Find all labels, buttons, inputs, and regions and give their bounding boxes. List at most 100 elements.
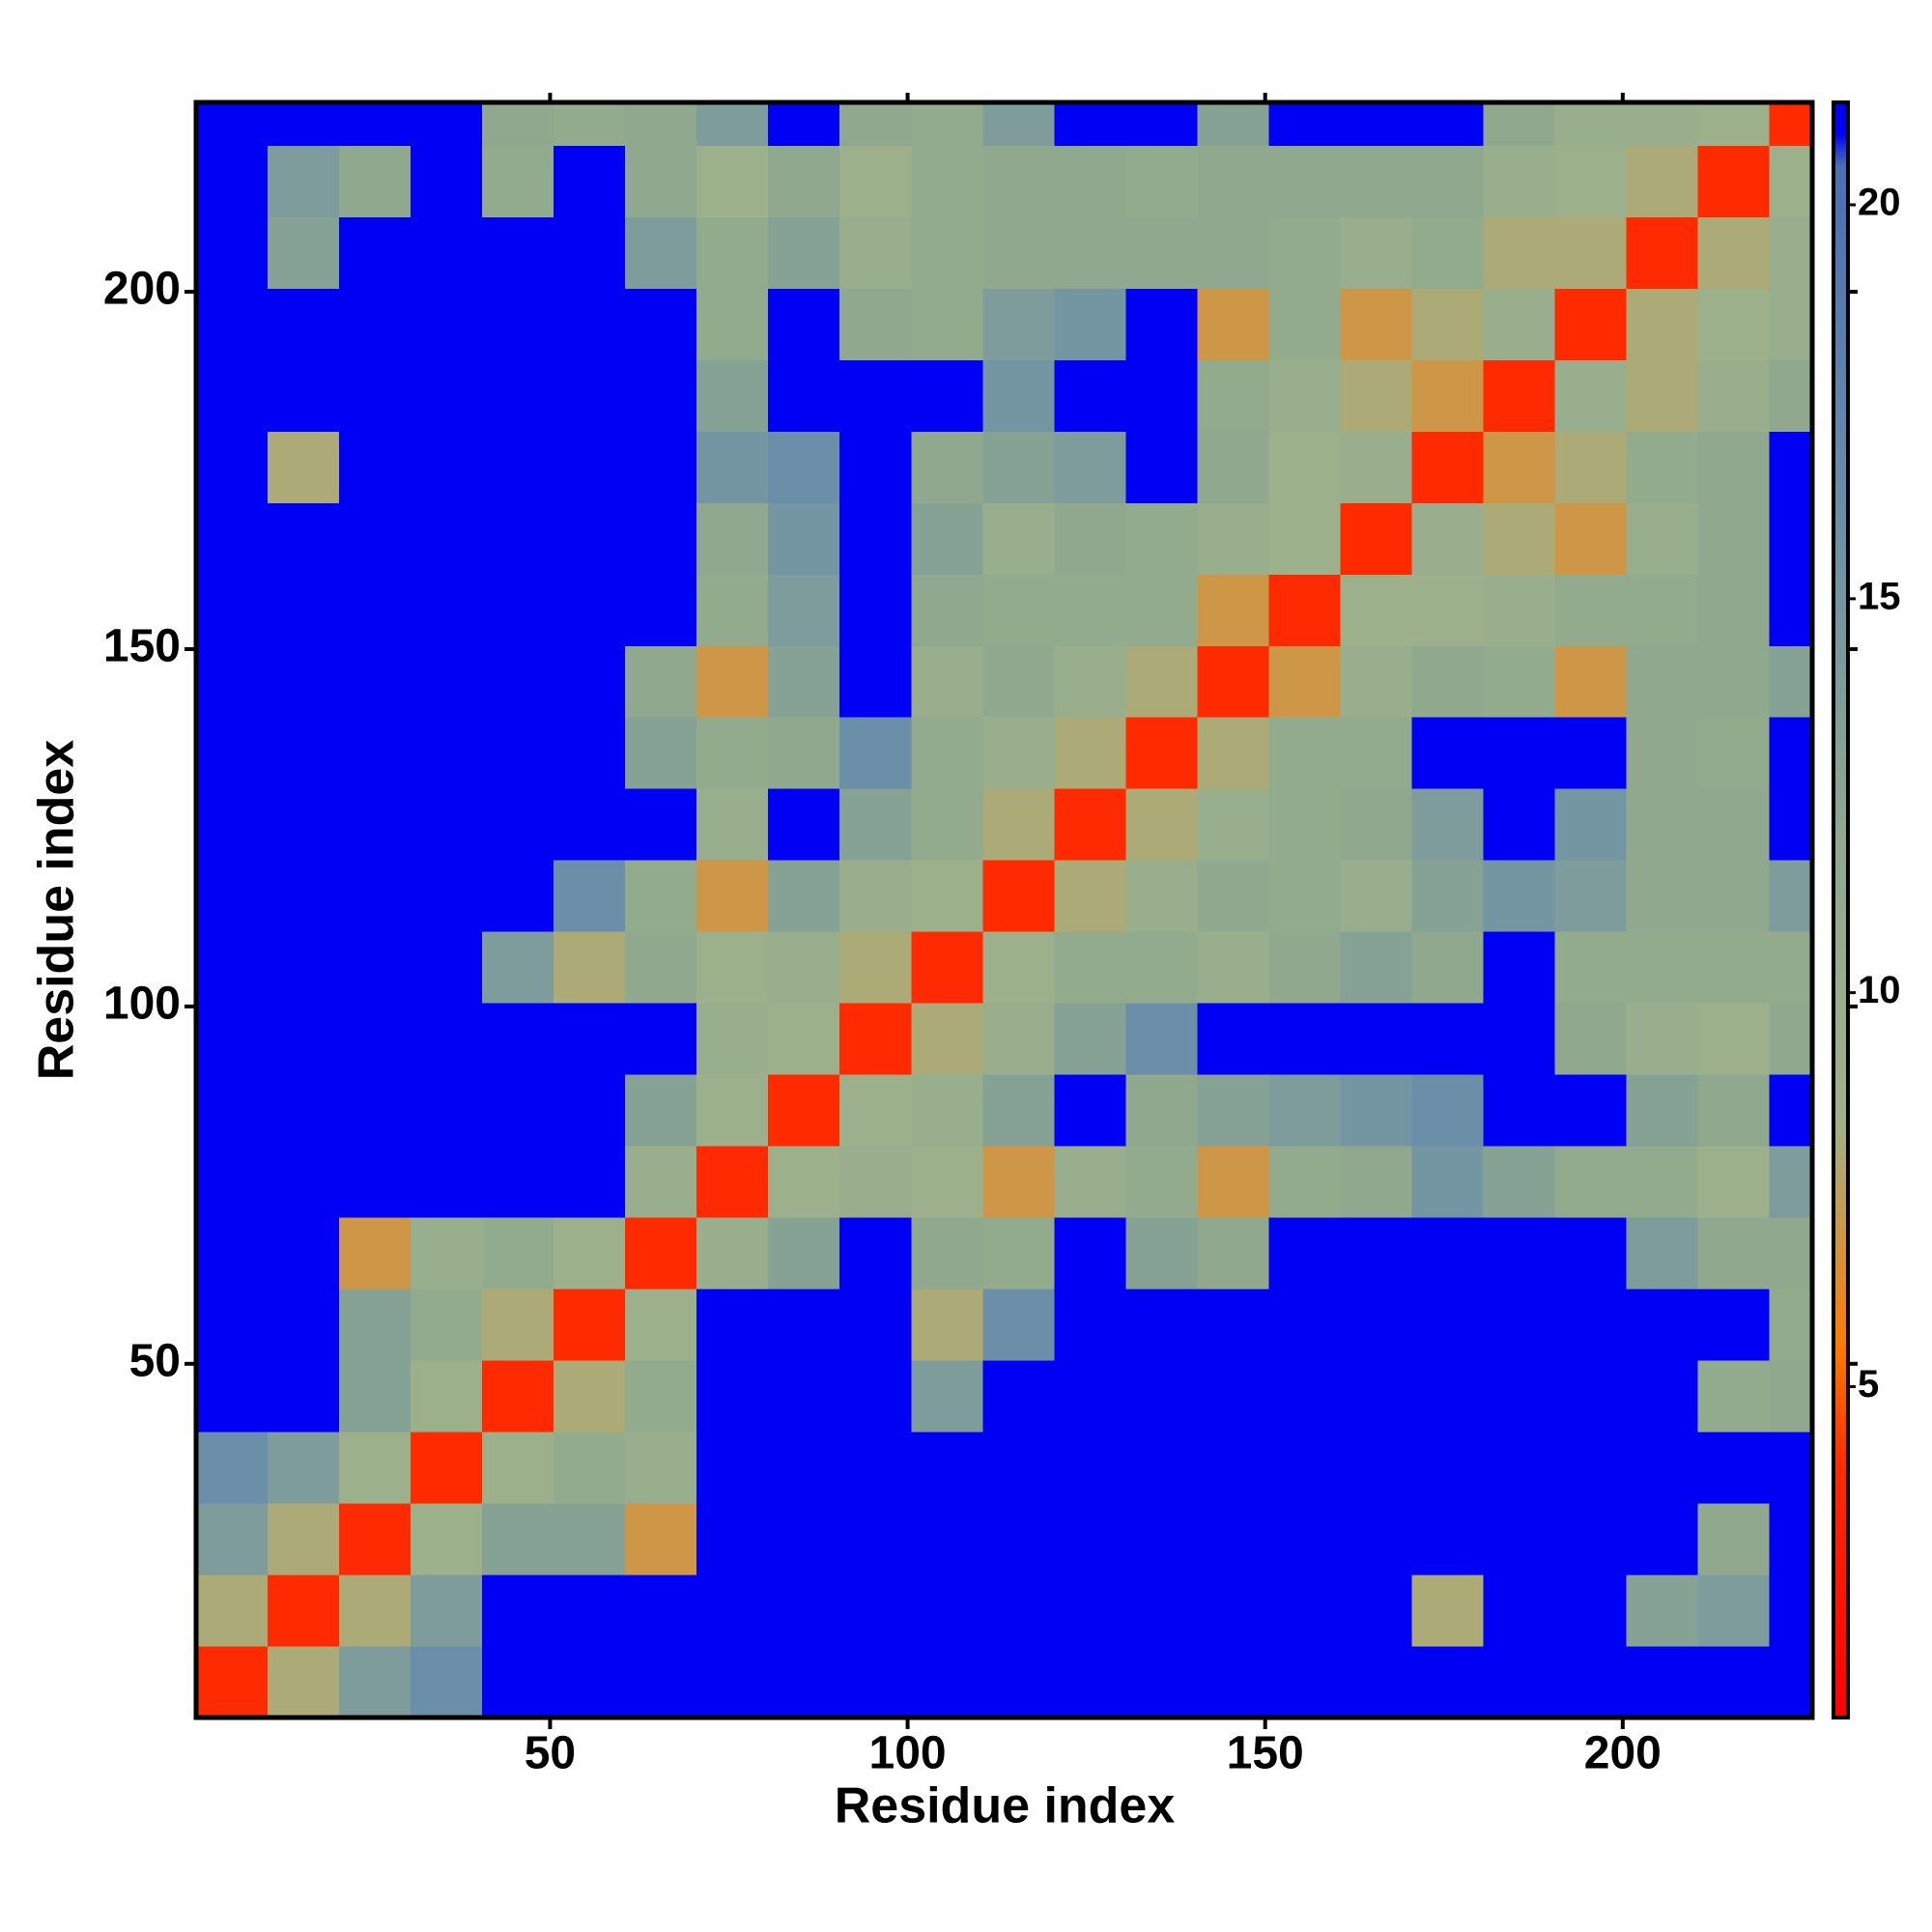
heatmap-cell bbox=[1554, 1503, 1628, 1576]
heatmap-cell bbox=[1554, 1217, 1628, 1290]
heatmap-cell bbox=[625, 931, 697, 1004]
heatmap-cell bbox=[1054, 860, 1126, 932]
heatmap-cell bbox=[1268, 216, 1341, 289]
heatmap-cell bbox=[1411, 502, 1484, 575]
heatmap-cell bbox=[482, 359, 554, 432]
colorbar-tick-label: 5 bbox=[1858, 1363, 1879, 1406]
heatmap-cell bbox=[339, 1432, 412, 1504]
heatmap-cell bbox=[1054, 1074, 1126, 1147]
heatmap-cell bbox=[482, 288, 554, 360]
y-tick-label: 150 bbox=[103, 621, 181, 672]
heatmap-cell bbox=[1769, 1146, 1813, 1218]
heatmap-cell bbox=[268, 216, 340, 289]
heatmap-cell bbox=[268, 574, 340, 646]
heatmap-cell bbox=[696, 931, 769, 1004]
heatmap-cell bbox=[625, 860, 697, 932]
heatmap-cell bbox=[1268, 1646, 1341, 1719]
heatmap-cell bbox=[268, 102, 340, 146]
heatmap-cell bbox=[982, 860, 1055, 932]
heatmap-cell bbox=[1125, 1575, 1198, 1647]
heatmap-cell bbox=[911, 574, 983, 646]
heatmap-cell bbox=[482, 645, 554, 718]
heatmap-cell bbox=[268, 1575, 340, 1647]
heatmap-cell bbox=[768, 645, 840, 718]
heatmap-cell bbox=[1697, 717, 1771, 789]
heatmap-cell bbox=[411, 216, 483, 289]
heatmap-cell bbox=[482, 1432, 554, 1504]
heatmap-cell bbox=[554, 502, 626, 575]
heatmap-cell bbox=[1626, 359, 1699, 432]
heatmap-cell bbox=[1769, 1360, 1813, 1433]
heatmap-cell bbox=[554, 359, 626, 432]
heatmap-cell bbox=[1483, 102, 1556, 146]
heatmap-cell bbox=[1769, 645, 1813, 718]
heatmap-cell bbox=[1197, 216, 1269, 289]
heatmap-cell bbox=[1268, 359, 1341, 432]
heatmap-cell bbox=[1626, 1575, 1699, 1647]
heatmap-cell bbox=[1340, 102, 1412, 146]
heatmap-cell bbox=[1268, 1360, 1341, 1433]
heatmap-cell bbox=[1054, 145, 1126, 217]
heatmap-cell bbox=[1483, 1360, 1556, 1433]
heatmap-cell bbox=[339, 574, 412, 646]
heatmap-cell bbox=[196, 931, 269, 1004]
heatmap-cell bbox=[625, 502, 697, 575]
heatmap-cell bbox=[1268, 860, 1341, 932]
heatmap-cell bbox=[554, 102, 626, 146]
heatmap-cell bbox=[696, 502, 769, 575]
heatmap-cell bbox=[911, 216, 983, 289]
heatmap-cell bbox=[1054, 1432, 1126, 1504]
heatmap-cell bbox=[411, 1289, 483, 1361]
heatmap-cell bbox=[1411, 359, 1484, 432]
heatmap-cell bbox=[482, 216, 554, 289]
heatmap-cell bbox=[1483, 502, 1556, 575]
heatmap-cell bbox=[696, 788, 769, 861]
heatmap-cell bbox=[982, 1646, 1055, 1719]
heatmap-cell bbox=[696, 1146, 769, 1218]
heatmap-cell bbox=[1054, 502, 1126, 575]
heatmap-cell bbox=[268, 860, 340, 932]
heatmap-cell bbox=[625, 1003, 697, 1075]
heatmap-cell bbox=[1054, 102, 1126, 146]
heatmap-cell bbox=[625, 1646, 697, 1719]
heatmap-cell bbox=[696, 359, 769, 432]
heatmap-cell bbox=[1054, 1503, 1126, 1576]
heatmap-cell bbox=[411, 1146, 483, 1218]
heatmap-cell bbox=[554, 860, 626, 932]
heatmap-cell bbox=[911, 1575, 983, 1647]
heatmap-cell bbox=[1483, 1646, 1556, 1719]
heatmap-cell bbox=[411, 1503, 483, 1576]
heatmap-cell bbox=[839, 1575, 912, 1647]
heatmap-cell bbox=[196, 1575, 269, 1647]
heatmap-cell bbox=[839, 1289, 912, 1361]
heatmap-cell bbox=[1697, 645, 1771, 718]
heatmap-cell bbox=[1411, 431, 1484, 503]
heatmap-cell bbox=[1197, 1360, 1269, 1433]
heatmap-cell bbox=[554, 216, 626, 289]
heatmap-cell bbox=[1626, 1503, 1699, 1576]
heatmap-cell bbox=[1268, 931, 1341, 1004]
heatmap-cell bbox=[1769, 102, 1813, 146]
heatmap-cell bbox=[1483, 1432, 1556, 1504]
heatmap-cell bbox=[196, 1074, 269, 1147]
heatmap-cell bbox=[411, 431, 483, 503]
heatmap-cell bbox=[1197, 1003, 1269, 1075]
heatmap-cell bbox=[482, 1289, 554, 1361]
heatmap-cell bbox=[339, 359, 412, 432]
heatmap-cell bbox=[1626, 1003, 1699, 1075]
heatmap-cell bbox=[625, 431, 697, 503]
heatmap-cell bbox=[411, 1360, 483, 1433]
heatmap-cell bbox=[839, 1003, 912, 1075]
heatmap-cell bbox=[1340, 1432, 1412, 1504]
heatmap-cell bbox=[482, 431, 554, 503]
heatmap-cell bbox=[196, 216, 269, 289]
heatmap-cell bbox=[1697, 1003, 1771, 1075]
heatmap-cell bbox=[625, 1146, 697, 1218]
heatmap-cell bbox=[911, 1360, 983, 1433]
heatmap-cell bbox=[1554, 1646, 1628, 1719]
heatmap-cell bbox=[1626, 574, 1699, 646]
heatmap-cell bbox=[339, 645, 412, 718]
heatmap-cell bbox=[768, 1289, 840, 1361]
heatmap-cell bbox=[339, 717, 412, 789]
heatmap-cell bbox=[1268, 1217, 1341, 1290]
